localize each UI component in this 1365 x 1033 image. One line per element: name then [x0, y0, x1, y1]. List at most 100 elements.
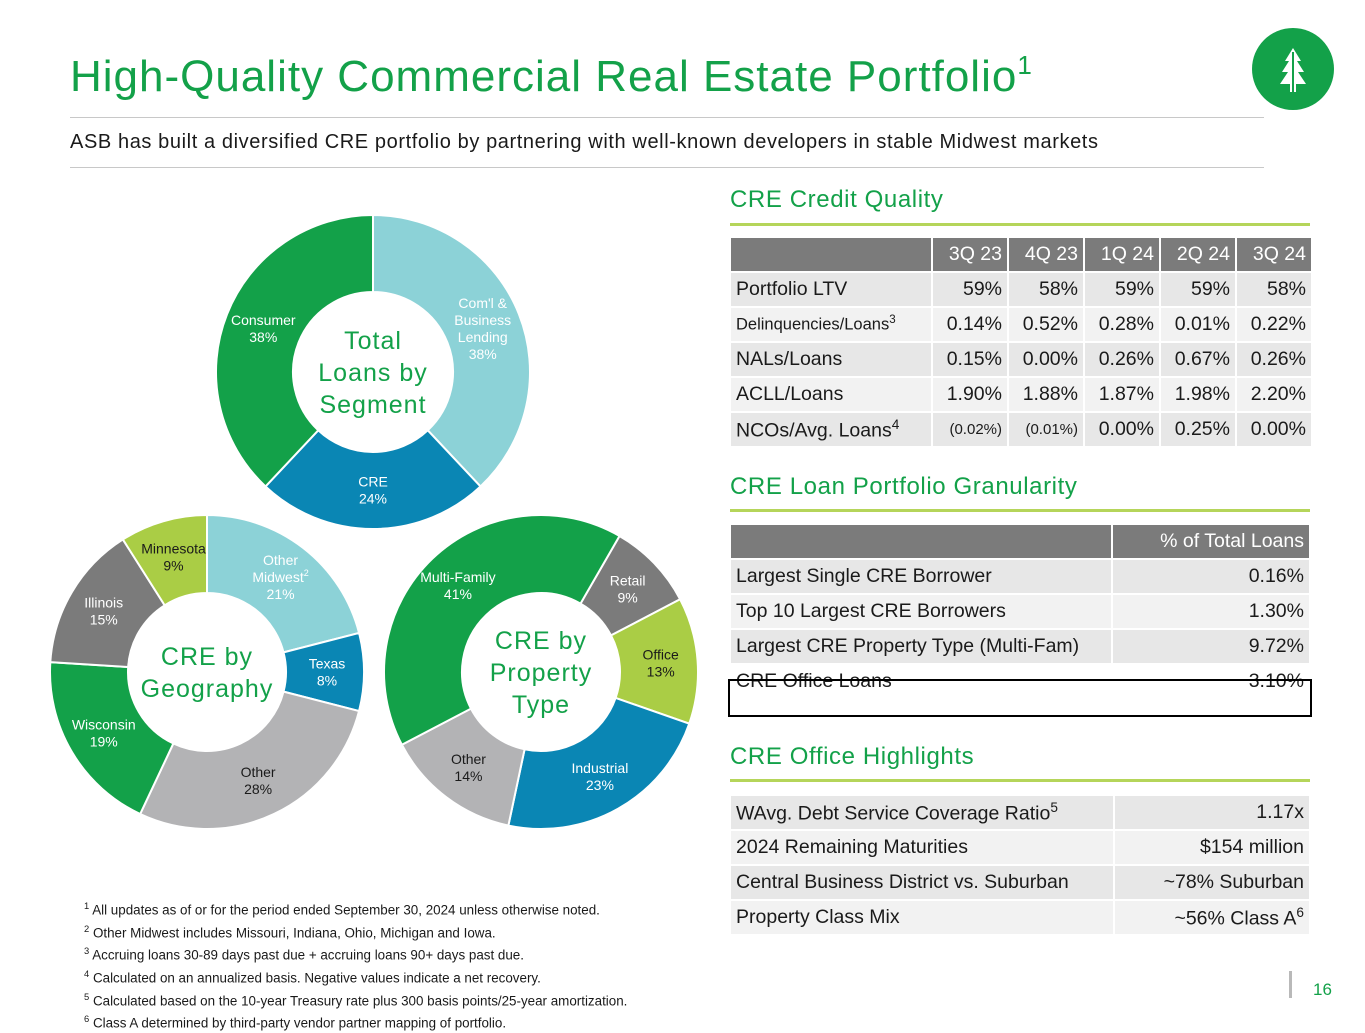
- table-cell: ~56% Class A6: [1115, 901, 1309, 934]
- slice-label: Office 13%: [643, 647, 680, 680]
- row-label-text: NALs/Loans: [736, 348, 843, 370]
- slice-label-line: 38%: [249, 329, 277, 345]
- table-cell: 3.10%: [1113, 665, 1309, 698]
- table-row: NCOs/Avg. Loans4 (0.02%) (0.01%) 0.00% 0.25%…: [731, 413, 1311, 446]
- table-row: Largest Single CRE Borrower 0.16%: [731, 560, 1309, 593]
- table-cell: 58%: [1237, 273, 1311, 306]
- table-cell: 0.00%: [1237, 413, 1311, 446]
- cq-col-header: 2Q 24: [1161, 238, 1235, 271]
- cell-value: 1.17x: [1256, 801, 1304, 823]
- slice-label: Industrial 23%: [572, 760, 629, 793]
- footnote-text: Other Midwest includes Missouri, Indiana…: [92, 925, 496, 941]
- table-cell: 0.26%: [1237, 343, 1311, 376]
- slice-label-line: 28%: [244, 781, 272, 797]
- table-cell: 0.01%: [1161, 308, 1235, 341]
- credit-quality-rule: [730, 223, 1310, 226]
- granularity-rule: [730, 509, 1310, 512]
- table-row: ACLL/Loans 1.90% 1.88% 1.87% 1.98% 2.20%: [731, 378, 1311, 411]
- footnote-number: 2: [84, 923, 90, 934]
- row-label: ACLL/Loans: [731, 378, 931, 411]
- tree-logo-icon: [1280, 48, 1306, 92]
- center-label-line: Segment: [319, 391, 426, 419]
- table-row: Central Business District vs. Suburban ~7…: [731, 866, 1309, 899]
- table-cell: 0.22%: [1237, 308, 1311, 341]
- table-row: NALs/Loans 0.15% 0.00% 0.26% 0.67% 0.26%: [731, 343, 1311, 376]
- cq-col-header: 1Q 24: [1085, 238, 1159, 271]
- donut-center-label: CRE by Property Type: [490, 627, 592, 719]
- slice-label-line: 41%: [444, 586, 472, 602]
- footnote-text: Class A determined by third-party vendor…: [92, 1015, 507, 1031]
- slice-label-line: Minnesota: [141, 540, 206, 556]
- table-cell: 0.14%: [933, 308, 1007, 341]
- donut-chart-3: Retail 9% Office 13% Industrial 23% Other 14% Mu…: [383, 514, 699, 830]
- slice-label-line: Other: [263, 552, 298, 568]
- slice-label: Other 14%: [451, 751, 486, 784]
- slice-label: CRE 24%: [358, 474, 388, 507]
- slice-label-line: Consumer: [231, 312, 296, 328]
- table-row: Portfolio LTV 59% 58% 59% 59% 58%: [731, 273, 1311, 306]
- slice-label-line: Retail: [610, 572, 646, 588]
- footnote-marker: 5: [1050, 799, 1058, 815]
- granularity-header-blank: [731, 525, 1111, 558]
- table-cell: 59%: [1161, 273, 1235, 306]
- row-label: Portfolio LTV: [731, 273, 931, 306]
- table-row: Property Class Mix ~56% Class A6: [731, 901, 1309, 934]
- row-label-text: WAvg. Debt Service Coverage Ratio: [736, 802, 1051, 825]
- donut-slice: [507, 696, 691, 830]
- row-label: Largest Single CRE Borrower: [731, 560, 1111, 593]
- footnote: 3 Accruing loans 30-89 days past due + a…: [84, 942, 627, 965]
- row-label-text: Central Business District vs. Suburban: [736, 871, 1069, 893]
- footnote-text: Calculated based on the 10-year Treasury…: [92, 993, 628, 1009]
- slice-label-line: 14%: [454, 768, 482, 784]
- slice-label-line: Lending: [458, 329, 508, 345]
- table-row: CRE Office Loans 3.10%: [731, 665, 1309, 698]
- page-number: 16: [1313, 980, 1332, 999]
- row-label: CRE Office Loans: [731, 665, 1111, 698]
- slice-label-line: CRE: [358, 474, 388, 490]
- donut-slice: [121, 513, 208, 607]
- slice-label-line: 9%: [617, 589, 637, 605]
- slice-label-line: Business: [454, 312, 511, 328]
- table-cell: 59%: [933, 273, 1007, 306]
- donut-slice: [383, 514, 621, 747]
- slice-label-line: 24%: [359, 491, 387, 507]
- table-cell: 1.98%: [1161, 378, 1235, 411]
- page-subtitle: ASB has built a diversified CRE portfoli…: [70, 131, 1099, 153]
- center-label-line: CRE by: [495, 627, 587, 655]
- page-number-bar: [1289, 971, 1292, 998]
- table-cell: 0.00%: [1009, 343, 1083, 376]
- table-cell: 2.20%: [1237, 378, 1311, 411]
- footnote-marker: 3: [889, 314, 896, 327]
- table-row: WAvg. Debt Service Coverage Ratio5 1.17x: [731, 796, 1309, 829]
- row-label: Property Class Mix: [731, 901, 1113, 934]
- table-cell: 0.28%: [1085, 308, 1159, 341]
- cq-header-blank: [731, 238, 931, 271]
- slice-label: Texas 8%: [309, 656, 346, 689]
- slice-label: Minnesota 9%: [141, 540, 206, 573]
- brand-logo: [1252, 28, 1334, 110]
- slice-label: Wisconsin 19%: [72, 717, 136, 750]
- donut-slice: [206, 513, 361, 654]
- table-cell: 0.26%: [1085, 343, 1159, 376]
- table-cell: 1.87%: [1085, 378, 1159, 411]
- table-cell: $154 million: [1115, 831, 1309, 864]
- slice-label: Other Midwest2 21%: [252, 552, 308, 602]
- center-label-line: Geography: [141, 675, 274, 703]
- cq-col-header: 3Q 24: [1237, 238, 1311, 271]
- table-header-row: % of Total Loans: [731, 525, 1309, 558]
- donut-slice: [264, 428, 482, 530]
- footnote-number: 4: [84, 969, 90, 980]
- title-footnote-marker: 1: [1017, 50, 1033, 80]
- slice-label-line: Multi-Family: [420, 569, 495, 585]
- donut-slice: [49, 661, 175, 816]
- slice-label: Com'l & Business Lending 38%: [454, 295, 511, 362]
- cq-col-header: 4Q 23: [1009, 238, 1083, 271]
- slice-label-line: 19%: [90, 734, 118, 750]
- slice-label-line: Texas: [309, 656, 346, 672]
- donut-slice: [372, 213, 531, 488]
- center-label-line: Property: [490, 659, 592, 687]
- footnote-number: 6: [84, 1014, 90, 1025]
- donut-chart-1: Com'l & Business Lending 38% CRE 24% Consumer 3…: [215, 213, 531, 530]
- row-label-text: 2024 Remaining Maturities: [736, 836, 968, 858]
